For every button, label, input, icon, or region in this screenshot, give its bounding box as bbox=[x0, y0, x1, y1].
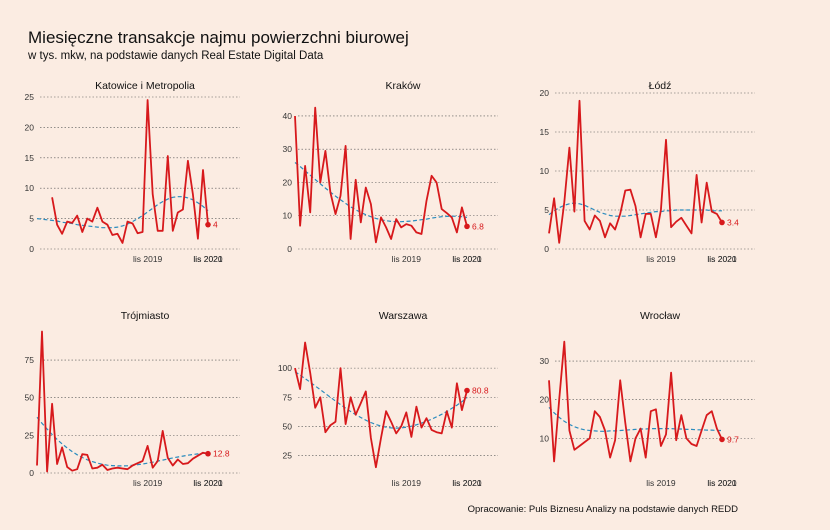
y-tick-label: 20 bbox=[540, 395, 550, 405]
trend-line bbox=[36, 196, 209, 229]
y-tick-label: 25 bbox=[25, 430, 35, 440]
y-tick-label: 25 bbox=[283, 451, 293, 461]
end-value-label: 9.7 bbox=[727, 434, 739, 444]
y-tick-label: 5 bbox=[29, 214, 34, 224]
x-tick-label: lis 2019 bbox=[392, 478, 422, 488]
x-tick-label: lis 2019 bbox=[646, 254, 676, 264]
panel-title: Trójmiasto bbox=[121, 310, 170, 322]
panel-title: Kraków bbox=[385, 80, 420, 92]
x-tick-label: lis 2021 bbox=[452, 478, 482, 488]
panel-title: Wrocław bbox=[640, 310, 680, 322]
chart-subtitle: w tys. mkw, na podstawie danych Real Est… bbox=[28, 50, 324, 62]
end-value-label: 80.8 bbox=[472, 386, 489, 396]
end-point bbox=[719, 219, 725, 226]
end-value-label: 4 bbox=[213, 220, 218, 230]
y-tick-label: 25 bbox=[25, 92, 35, 102]
x-tick-label: lis 2021 bbox=[707, 254, 737, 264]
x-tick-label: lis 2020 bbox=[707, 254, 737, 264]
end-value-label: 12.8 bbox=[213, 449, 230, 459]
y-tick-label: 0 bbox=[29, 468, 34, 478]
x-tick-label: lis 2019 bbox=[646, 478, 676, 488]
series-line bbox=[294, 341, 468, 469]
x-tick-label: lis 2020 bbox=[193, 254, 223, 264]
series-line bbox=[36, 330, 209, 473]
y-tick-label: 0 bbox=[544, 244, 549, 254]
chart-title: Miesięczne transakcje najmu powierzchni … bbox=[28, 28, 409, 47]
panel-title: Katowice i Metropolia bbox=[95, 80, 195, 92]
x-tick-label: lis 2020 bbox=[452, 254, 482, 264]
x-tick-label: lis 2020 bbox=[707, 478, 737, 488]
y-tick-label: 10 bbox=[283, 211, 293, 221]
y-tick-label: 75 bbox=[283, 392, 293, 402]
y-tick-label: 20 bbox=[283, 177, 293, 187]
trend-line bbox=[548, 406, 722, 432]
x-tick-label: lis 2021 bbox=[193, 478, 223, 488]
panel-0: Katowice i Metropolia 0 5 10 15 20 25 lis 2019 l… bbox=[25, 80, 240, 264]
x-tick-label: lis 2019 bbox=[392, 254, 422, 264]
y-tick-label: 30 bbox=[283, 144, 293, 154]
series-line bbox=[294, 106, 468, 244]
trend-line bbox=[294, 162, 468, 223]
x-tick-label: lis 2019 bbox=[133, 254, 163, 264]
y-tick-label: 20 bbox=[25, 122, 35, 132]
y-tick-label: 50 bbox=[283, 421, 293, 431]
end-point bbox=[719, 436, 725, 443]
end-point bbox=[205, 450, 211, 457]
y-tick-label: 5 bbox=[544, 205, 549, 215]
y-tick-label: 100 bbox=[278, 363, 292, 373]
y-tick-label: 10 bbox=[540, 433, 550, 443]
series-line bbox=[548, 99, 723, 244]
end-point bbox=[205, 221, 211, 228]
trend-line bbox=[36, 416, 209, 467]
y-tick-label: 15 bbox=[540, 127, 550, 137]
y-tick-label: 75 bbox=[25, 355, 35, 365]
y-tick-label: 0 bbox=[287, 244, 292, 254]
panel-title: Łódź bbox=[649, 80, 672, 92]
x-tick-label: lis 2021 bbox=[452, 254, 482, 264]
series-line bbox=[548, 340, 723, 463]
end-point bbox=[464, 387, 470, 394]
source-caption: Opracowanie: Puls Biznesu Analizy na pod… bbox=[467, 504, 738, 515]
end-point bbox=[464, 223, 470, 230]
x-tick-label: lis 2020 bbox=[193, 478, 223, 488]
end-value-label: 6.8 bbox=[472, 221, 484, 231]
y-tick-label: 15 bbox=[25, 153, 35, 163]
end-value-label: 3.4 bbox=[727, 217, 739, 227]
y-tick-label: 40 bbox=[283, 111, 293, 121]
y-tick-label: 10 bbox=[540, 166, 550, 176]
panel-title: Warszawa bbox=[379, 310, 428, 322]
trend-line bbox=[294, 371, 468, 429]
series-line bbox=[51, 99, 209, 244]
x-tick-label: lis 2021 bbox=[707, 478, 737, 488]
x-tick-label: lis 2021 bbox=[193, 254, 223, 264]
x-tick-label: lis 2020 bbox=[452, 478, 482, 488]
y-tick-label: 30 bbox=[540, 356, 550, 366]
y-tick-label: 0 bbox=[29, 244, 34, 254]
y-tick-label: 20 bbox=[540, 88, 550, 98]
y-tick-label: 50 bbox=[25, 393, 35, 403]
x-tick-label: lis 2019 bbox=[133, 478, 163, 488]
y-tick-label: 10 bbox=[25, 183, 35, 193]
